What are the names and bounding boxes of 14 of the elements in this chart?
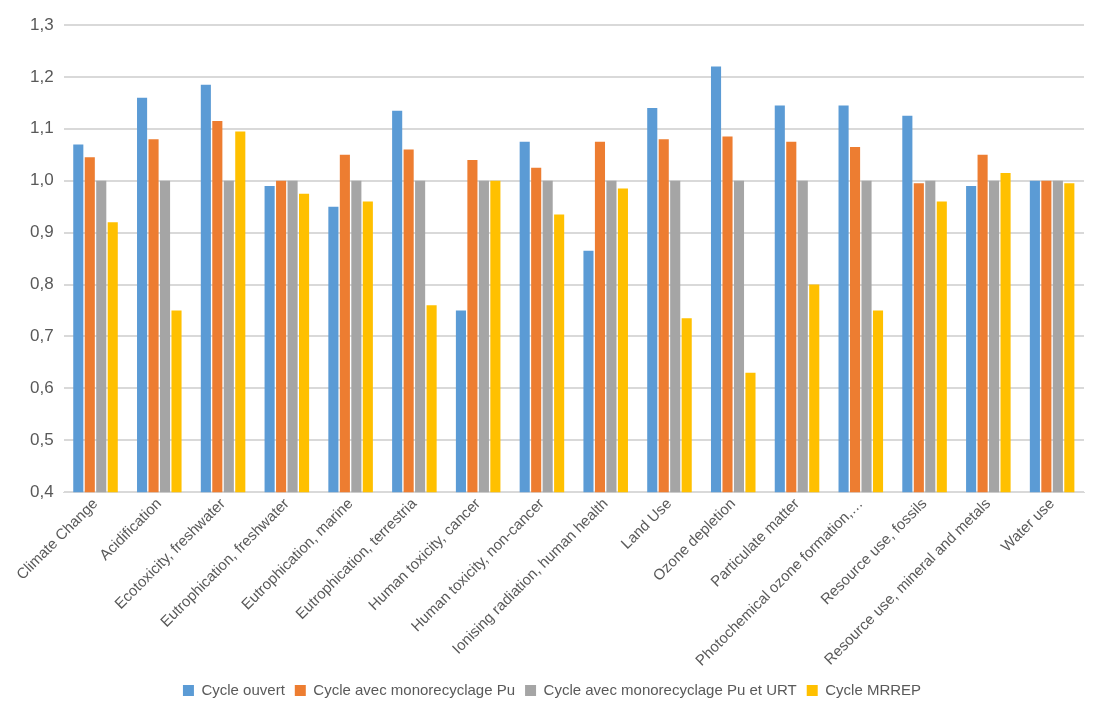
y-tick-label: 0,5: [29, 429, 54, 449]
y-tick-label: 1,2: [29, 66, 54, 86]
y-tick-label: 1,0: [29, 170, 54, 190]
legend-label: Cycle avec monorecyclage Pu et URT: [543, 680, 797, 698]
y-tick-label: 0,8: [29, 274, 54, 294]
legend-label: Cycle MRREP: [825, 680, 922, 698]
legend-label: Cycle avec monorecyclage Pu: [313, 680, 516, 698]
y-tick-label: 1,1: [29, 118, 54, 138]
legend-label: Cycle ouvert: [201, 680, 286, 698]
y-tick-label: 0,4: [29, 481, 54, 501]
y-tick-label: 0,7: [29, 326, 54, 346]
y-tick-label: 1,3: [29, 14, 54, 34]
y-tick-label: 0,6: [29, 378, 54, 398]
y-tick-label: 0,9: [29, 222, 54, 242]
